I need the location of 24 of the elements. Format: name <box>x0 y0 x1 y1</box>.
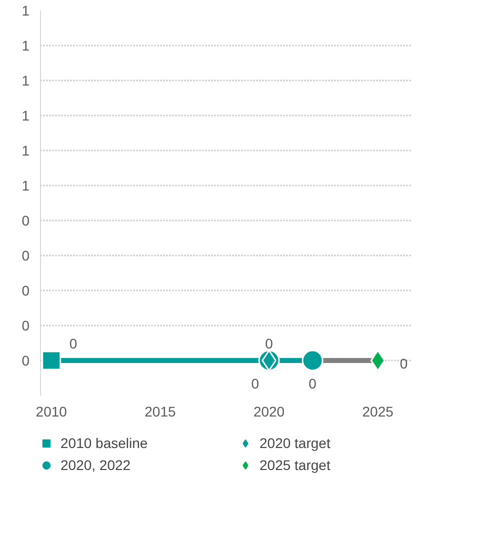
y-tick-label: 1 <box>22 72 30 88</box>
y-tick-label: 0 <box>22 248 30 264</box>
legend-label: 2020 target <box>260 434 332 452</box>
data-label: 0 <box>308 376 317 392</box>
x-tick-label: 2010 <box>36 404 68 420</box>
x-tick-label: 2025 <box>362 404 394 420</box>
x-tick-label: 2020 <box>253 404 285 420</box>
legend-label: 2020, 2022 <box>60 456 132 474</box>
y-tick-label: 0 <box>22 352 30 368</box>
legend-label: 2010 baseline <box>60 434 149 452</box>
y-tick-label: 1 <box>22 178 30 194</box>
y-tick-label: 1 <box>22 142 30 158</box>
y-tick-label: 1 <box>22 38 30 54</box>
x-tick-label: 2015 <box>144 404 176 420</box>
data-label: 0 <box>400 356 408 372</box>
data-label: 0 <box>265 336 274 352</box>
data-label: 0 <box>69 336 78 352</box>
y-tick-label: 0 <box>22 282 30 298</box>
y-tick-label: 1 <box>22 108 30 124</box>
legend-label: 2025 target <box>260 456 332 474</box>
y-tick-label: 0 <box>22 212 30 228</box>
data-label: 0 <box>251 376 260 392</box>
y-tick-label: 0 <box>22 318 30 334</box>
y-tick-label: 1 <box>22 2 30 18</box>
